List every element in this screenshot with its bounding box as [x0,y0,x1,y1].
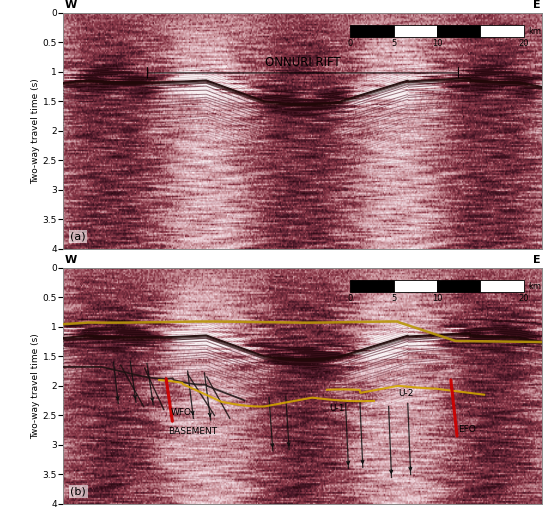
Text: BASEMENT: BASEMENT [168,427,217,436]
Text: U-2: U-2 [398,389,414,399]
Y-axis label: Two-way travel time (s): Two-way travel time (s) [31,333,40,439]
Text: E: E [533,1,540,10]
Text: EFO: EFO [458,425,476,434]
Text: W: W [65,256,77,265]
Text: (a): (a) [70,232,86,242]
Text: W: W [65,1,77,10]
Text: ONNURI RIFT: ONNURI RIFT [265,56,340,69]
Y-axis label: Two-way travel time (s): Two-way travel time (s) [31,78,40,184]
Text: U-1: U-1 [329,404,344,413]
Text: E: E [533,256,540,265]
Text: (b): (b) [70,487,86,497]
Text: WFO: WFO [171,408,192,417]
